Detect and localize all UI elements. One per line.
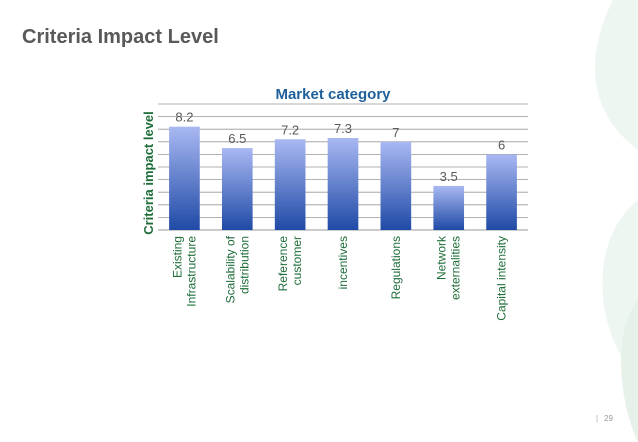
data-label: 7.2: [281, 122, 299, 137]
bar: [380, 141, 412, 230]
y-axis-label: Criteria impact level: [141, 111, 156, 235]
bar: [486, 154, 517, 230]
x-tick-label: Networkexternalities: [435, 235, 463, 300]
decorative-swirl: [594, 0, 638, 442]
bar: [327, 138, 359, 230]
footer-separator: |: [596, 414, 599, 423]
data-label: 6.5: [228, 131, 246, 146]
bar: [274, 139, 306, 230]
x-tick-label: Scalability ofdistribution: [223, 235, 251, 303]
data-label: 6: [498, 137, 505, 152]
data-label: 8.2: [175, 110, 193, 125]
bar: [221, 148, 253, 230]
bar: [169, 126, 200, 230]
x-tick-label: Capital intensity: [495, 236, 509, 321]
x-tick-label: ExistingInfrastructure: [170, 236, 198, 307]
data-label: 7.3: [334, 121, 352, 136]
x-tick-label: incentives: [336, 236, 350, 289]
bar: [433, 185, 465, 230]
page-number: 29: [604, 414, 613, 423]
x-tick-label: Regulations: [389, 236, 403, 299]
data-label: 7: [392, 125, 399, 140]
data-label: 3.5: [440, 169, 458, 184]
x-tick-label: Referencecustomer: [276, 236, 304, 292]
chart-title: Market category: [275, 86, 391, 103]
page-title: Criteria Impact Level: [22, 26, 219, 48]
